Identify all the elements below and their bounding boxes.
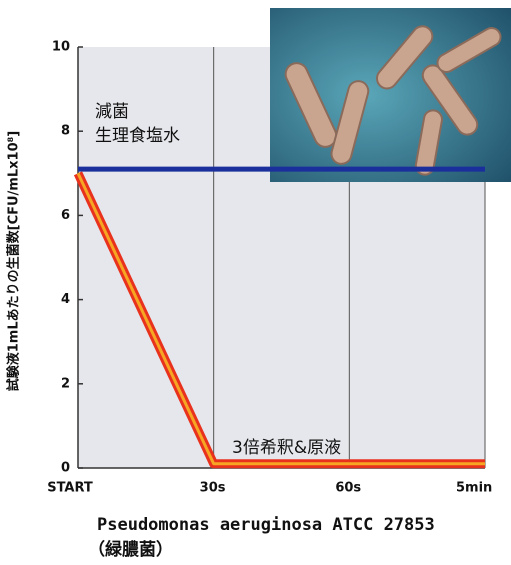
- series-label-line: 生理食塩水: [95, 126, 180, 146]
- y-tick-label: 8: [61, 124, 70, 139]
- x-tick-label: 30s: [200, 481, 226, 496]
- caption-sub: （緑膿菌）: [88, 539, 173, 560]
- x-tick-label: 60s: [335, 481, 361, 496]
- y-tick-label: 2: [61, 376, 70, 391]
- x-tick-label: START: [47, 481, 93, 496]
- caption: Pseudomonas aeruginosa ATCC 27853: [97, 515, 435, 535]
- chart: 試験液1mLあたりの生菌数[CFU/mLx10⁸] Pseudomonas ae…: [0, 0, 511, 561]
- series-label: 3倍希釈&原液: [232, 438, 341, 458]
- y-tick-label: 0: [61, 461, 70, 476]
- y-tick-label: 10: [52, 40, 70, 55]
- y-tick-label: 6: [61, 208, 70, 223]
- photo: [270, 8, 511, 182]
- y-tick-label: 4: [61, 292, 70, 307]
- y-axis-label: 試験液1mLあたりの生菌数[CFU/mLx10⁸]: [6, 131, 22, 391]
- series-label-line: 減菌: [95, 102, 129, 122]
- x-tick-label: 5min: [456, 481, 492, 496]
